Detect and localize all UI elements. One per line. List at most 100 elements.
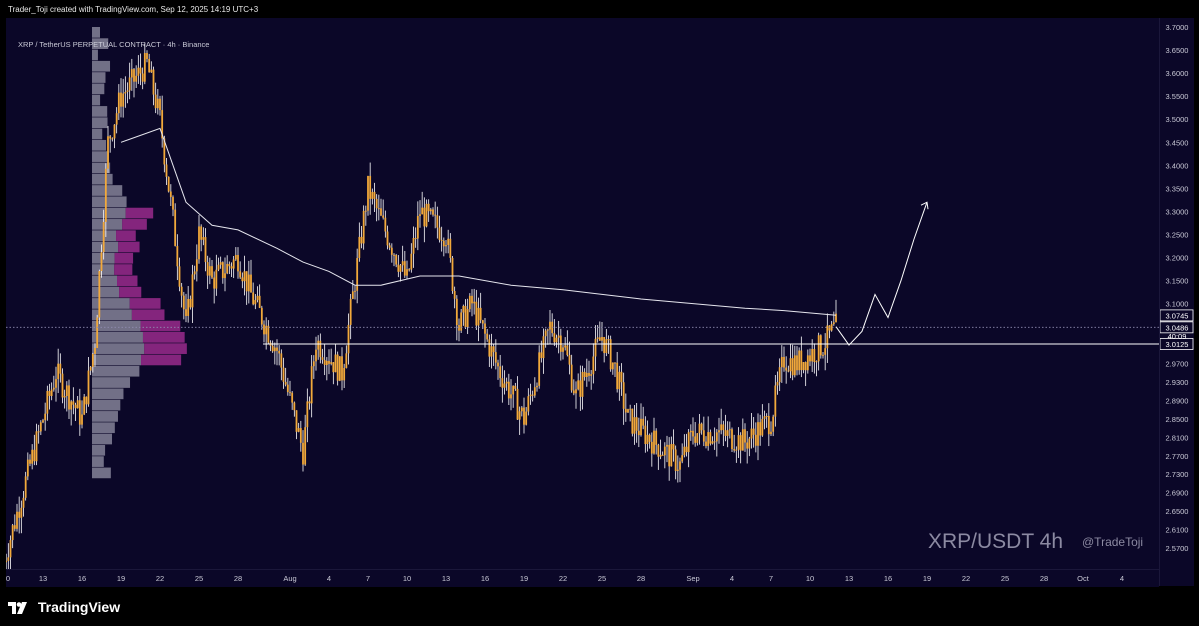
- candle-body: [31, 449, 34, 464]
- candle-body: [410, 253, 413, 270]
- candle-body: [429, 209, 432, 212]
- candle-body: [208, 266, 211, 276]
- candle-body: [462, 305, 465, 313]
- candle-body: [423, 207, 426, 227]
- time-tick-label: 19: [923, 574, 931, 583]
- projection-arrowhead: [920, 201, 929, 210]
- candle-body: [536, 385, 538, 388]
- candle-body: [744, 429, 746, 443]
- candle-body: [152, 69, 155, 95]
- candle-body: [510, 394, 512, 399]
- candle-body: [432, 209, 434, 215]
- candle-body: [503, 383, 506, 388]
- price-tick-label: 3.4500: [1166, 138, 1189, 147]
- candle-body: [475, 301, 478, 326]
- candle-body: [832, 322, 835, 325]
- candle-body: [107, 136, 109, 169]
- candle-body: [330, 362, 333, 364]
- candle-body: [22, 497, 25, 508]
- candle-body: [39, 422, 42, 432]
- volume-profile-value-area: [142, 331, 185, 343]
- candle-body: [18, 511, 21, 518]
- time-tick-label: 16: [481, 574, 489, 583]
- countdown-label: 40:09: [1168, 332, 1187, 341]
- volume-profile-row: [92, 38, 109, 49]
- candle-body: [221, 262, 224, 279]
- price-label-current-box: [1160, 321, 1194, 334]
- candle-body: [215, 269, 218, 289]
- candle-body: [518, 411, 521, 420]
- time-tick-label: 7: [769, 574, 773, 583]
- candle-body: [614, 362, 616, 364]
- volume-profile-row: [92, 241, 119, 253]
- candle-body: [828, 325, 831, 331]
- volume-profile-row: [92, 275, 118, 287]
- candle-body: [453, 290, 456, 299]
- candle-body: [68, 385, 70, 410]
- candle-body: [698, 423, 701, 434]
- candle-body: [226, 263, 229, 274]
- candle-body: [661, 454, 664, 456]
- candle-body: [78, 400, 81, 425]
- candle-body: [256, 295, 259, 301]
- candle-body: [61, 373, 64, 398]
- candle-body: [455, 298, 458, 326]
- candle-body: [425, 203, 428, 227]
- candle-body: [681, 455, 684, 462]
- candle-body: [65, 385, 68, 397]
- candle-body: [705, 441, 707, 447]
- price-axis[interactable]: 3.7000 3.6500 3.6000 3.5500 3.5000 3.4500 3.40…: [1159, 18, 1194, 586]
- tradingview-wordmark: TradingView: [37, 599, 121, 615]
- candle-body: [826, 325, 829, 349]
- candle-body: [219, 262, 222, 265]
- candle-body: [154, 94, 157, 109]
- candle-body: [20, 507, 23, 518]
- candle-body: [100, 252, 103, 272]
- candle-body: [780, 356, 783, 368]
- candle-body: [442, 240, 445, 247]
- chart-pane[interactable]: XRP / TetherUS PERPETUAL CONTRACT · 4h ·…: [6, 18, 1159, 586]
- price-tick-label: 3.6500: [1166, 46, 1189, 55]
- candle-body: [291, 392, 294, 403]
- candle-body: [520, 407, 523, 412]
- candles: [6, 42, 837, 571]
- candle-body: [50, 389, 53, 396]
- candle-body: [553, 333, 556, 343]
- tradingview-brand[interactable]: TradingView: [8, 596, 120, 618]
- candle-body: [739, 435, 742, 451]
- candle-body: [161, 110, 164, 139]
- candle-body: [804, 362, 807, 371]
- candle-body: [748, 438, 751, 449]
- volume-profile: [92, 27, 187, 479]
- candle-body: [328, 360, 330, 364]
- candle-body: [338, 356, 341, 381]
- candle-body: [620, 371, 623, 383]
- candle-body: [596, 337, 599, 339]
- time-tick-label: Oct: [1077, 574, 1090, 583]
- candle-body: [648, 434, 651, 442]
- time-axis[interactable]: 0 13 16 19 22 25 28 Aug 4 7 10 13 16 19 22 25 28 Sep 4 7 10 1…: [6, 569, 1159, 587]
- candle-body: [796, 355, 798, 371]
- candle-body: [299, 428, 302, 443]
- candle-body: [687, 432, 690, 453]
- time-tick-label: 22: [156, 574, 164, 583]
- candle-body: [408, 269, 411, 271]
- candle-body: [819, 335, 822, 356]
- volume-profile-row: [92, 207, 126, 219]
- candle-body: [276, 347, 278, 351]
- candle-body: [24, 476, 27, 498]
- candle-body: [767, 415, 770, 435]
- volume-profile-row: [92, 60, 111, 72]
- candle-body: [722, 424, 725, 431]
- price-tick-label: 3.4000: [1166, 161, 1189, 170]
- candle-body: [245, 271, 248, 292]
- candle-body: [659, 454, 662, 457]
- candle-body: [676, 469, 679, 472]
- candle-body: [198, 226, 200, 260]
- symbol-title: XRP / TetherUS PERPETUAL CONTRACT · 4h ·…: [18, 40, 210, 49]
- candle-body: [490, 346, 493, 357]
- candle-body: [193, 271, 196, 275]
- volume-profile-row: [92, 106, 108, 117]
- time-tick-label: 28: [234, 574, 242, 583]
- volume-profile-row: [92, 196, 127, 208]
